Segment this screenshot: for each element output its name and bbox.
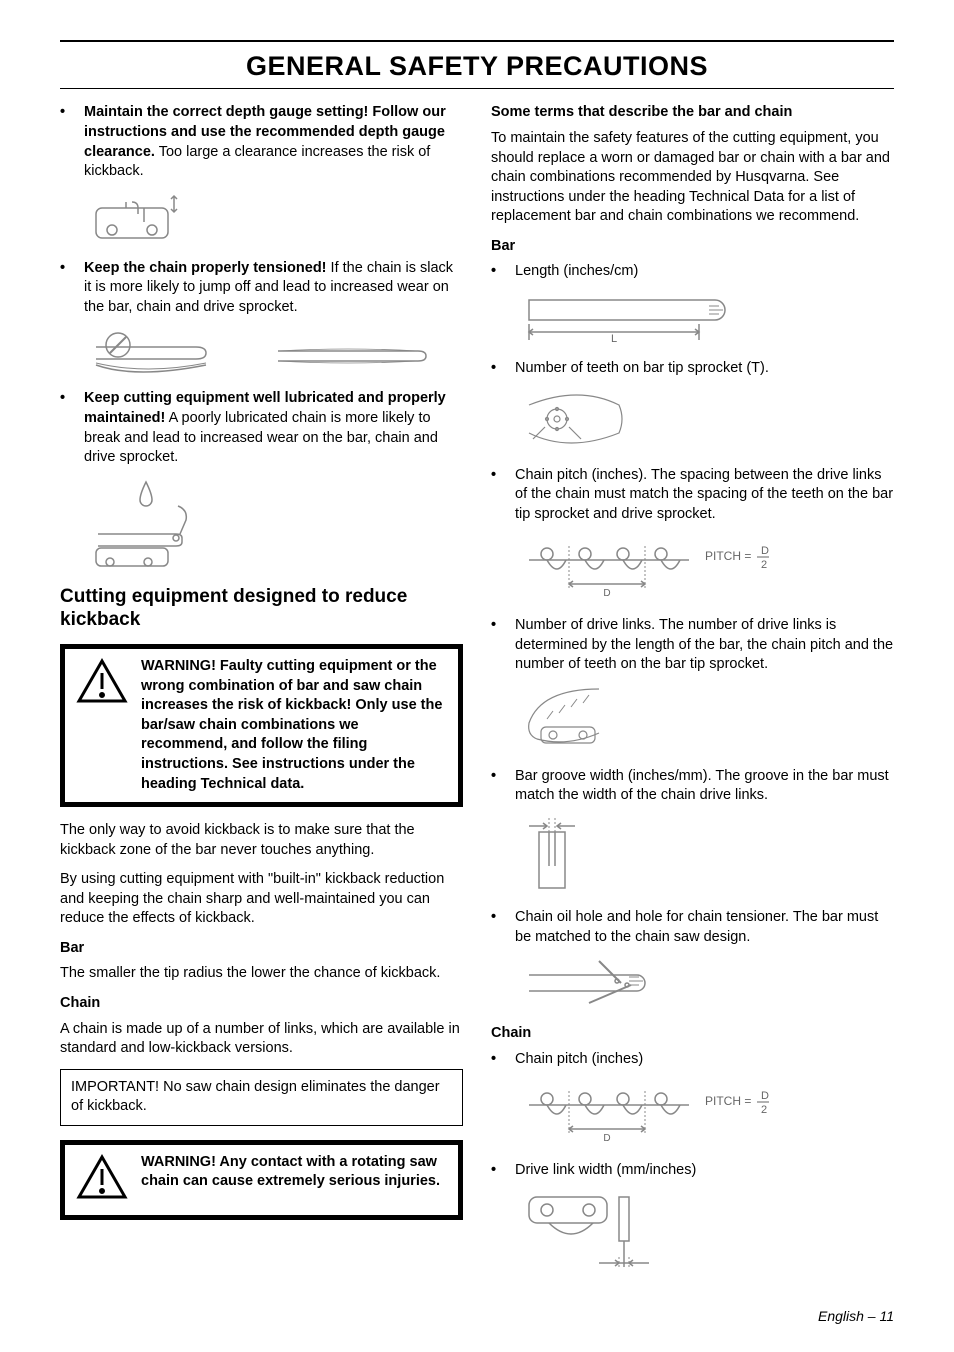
fig-lubricate <box>88 476 463 571</box>
fig-drivelinks <box>519 683 894 753</box>
sub-chain: Chain <box>60 994 463 1014</box>
svg-text:PITCH =: PITCH = <box>705 549 751 563</box>
bullet-pitch: •Chain pitch (inches). The spacing betwe… <box>491 466 894 525</box>
svg-text:D: D <box>603 588 610 599</box>
bullet-drivelinks: •Number of drive links. The number of dr… <box>491 616 894 675</box>
sub-bar-r: Bar <box>491 237 894 257</box>
left-column: • Maintain the correct depth gauge setti… <box>60 103 463 1292</box>
fig-teeth <box>519 387 894 452</box>
sub-bar: Bar <box>60 939 463 959</box>
svg-text:L: L <box>611 333 617 345</box>
right-column: Some terms that describe the bar and cha… <box>491 103 894 1292</box>
para-bar: The smaller the tip radius the lower the… <box>60 964 463 984</box>
page-footer: English – 11 <box>818 1307 894 1326</box>
fig-cpitch: D PITCH = D 2 <box>519 1077 894 1147</box>
svg-text:D: D <box>603 1133 610 1144</box>
sub-chain-r: Chain <box>491 1024 894 1044</box>
fig-groove <box>519 814 894 894</box>
fig-tension <box>88 325 463 375</box>
fig-pitch: D PITCH = D 2 <box>519 532 894 602</box>
bullet-cpitch: •Chain pitch (inches) <box>491 1050 894 1070</box>
warning-box-2: WARNING! Any contact with a rotating saw… <box>60 1140 463 1221</box>
bullet-dlwidth: •Drive link width (mm/inches) <box>491 1161 894 1181</box>
para-chain: A chain is made up of a number of links,… <box>60 1020 463 1059</box>
fig-oilhole <box>519 955 894 1010</box>
page-title: GENERAL SAFETY PRECAUTIONS <box>60 48 894 84</box>
svg-text:D: D <box>761 545 769 557</box>
bullet-oilhole: •Chain oil hole and hole for chain tensi… <box>491 908 894 947</box>
bullet-tension: • Keep the chain properly tensioned! If … <box>60 259 463 318</box>
warning-icon <box>75 657 129 712</box>
bullet-depth-gauge: • Maintain the correct depth gauge setti… <box>60 103 463 181</box>
bullet-lubricate: • Keep cutting equipment well lubricated… <box>60 389 463 467</box>
important-box: IMPORTANT! No saw chain design eliminate… <box>60 1069 463 1126</box>
bullet-length: •Length (inches/cm) <box>491 262 894 282</box>
svg-text:D: D <box>761 1090 769 1102</box>
fig-dlwidth <box>519 1189 894 1279</box>
terms-para: To maintain the safety features of the c… <box>491 129 894 227</box>
terms-heading: Some terms that describe the bar and cha… <box>491 103 894 123</box>
para-kickback-1: The only way to avoid kickback is to mak… <box>60 821 463 860</box>
bullet-groove: •Bar groove width (inches/mm). The groov… <box>491 767 894 806</box>
warning-icon <box>75 1153 129 1208</box>
svg-text:2: 2 <box>761 559 767 571</box>
fig-depth-gauge <box>88 190 463 245</box>
fig-length: L <box>519 290 894 345</box>
bullet-teeth: •Number of teeth on bar tip sprocket (T)… <box>491 359 894 379</box>
section-kickback: Cutting equipment designed to reduce kic… <box>60 585 463 633</box>
svg-text:2: 2 <box>761 1104 767 1116</box>
para-kickback-2: By using cutting equipment with "built-i… <box>60 870 463 929</box>
svg-text:PITCH =: PITCH = <box>705 1094 751 1108</box>
warning-box-1: WARNING! Faulty cutting equipment or the… <box>60 644 463 807</box>
